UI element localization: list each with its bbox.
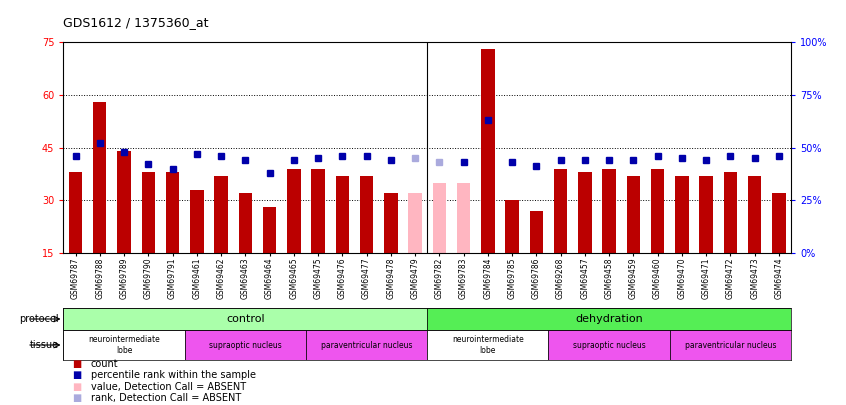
Text: paraventricular nucleus: paraventricular nucleus	[684, 341, 776, 350]
Bar	[651, 168, 664, 253]
Bar	[184, 330, 306, 360]
Bar	[554, 168, 568, 253]
Text: tissue: tissue	[30, 340, 59, 350]
Text: ■: ■	[72, 393, 81, 403]
Bar	[311, 168, 325, 253]
Bar	[772, 193, 786, 253]
Bar	[214, 176, 228, 253]
Bar	[190, 190, 204, 253]
Bar	[530, 211, 543, 253]
Bar	[723, 172, 737, 253]
Bar	[427, 330, 548, 360]
Bar	[748, 176, 761, 253]
Bar	[627, 176, 640, 253]
Bar	[481, 49, 495, 253]
Bar	[384, 193, 398, 253]
Bar	[670, 330, 791, 360]
Bar	[578, 172, 591, 253]
Bar	[69, 172, 82, 253]
Bar	[336, 176, 349, 253]
Text: ■: ■	[72, 382, 81, 392]
Text: percentile rank within the sample: percentile rank within the sample	[91, 371, 255, 380]
Bar	[432, 183, 446, 253]
Bar	[427, 308, 791, 330]
Text: value, Detection Call = ABSENT: value, Detection Call = ABSENT	[91, 382, 245, 392]
Bar	[93, 102, 107, 253]
Text: paraventricular nucleus: paraventricular nucleus	[321, 341, 412, 350]
Bar	[457, 183, 470, 253]
Text: GDS1612 / 1375360_at: GDS1612 / 1375360_at	[63, 16, 209, 29]
Bar	[675, 176, 689, 253]
Bar	[505, 200, 519, 253]
Bar	[141, 172, 155, 253]
Bar	[63, 330, 184, 360]
Bar	[602, 168, 616, 253]
Text: ■: ■	[72, 371, 81, 380]
Text: rank, Detection Call = ABSENT: rank, Detection Call = ABSENT	[91, 393, 241, 403]
Text: supraoptic nucleus: supraoptic nucleus	[209, 341, 282, 350]
Bar	[306, 330, 427, 360]
Text: neurointermediate
lobe: neurointermediate lobe	[452, 335, 524, 355]
Bar	[287, 168, 300, 253]
Text: protocol: protocol	[19, 314, 59, 324]
Bar	[63, 308, 427, 330]
Text: neurointermediate
lobe: neurointermediate lobe	[88, 335, 160, 355]
Bar	[118, 151, 131, 253]
Bar	[409, 193, 422, 253]
Bar	[548, 330, 670, 360]
Bar	[360, 176, 373, 253]
Text: supraoptic nucleus: supraoptic nucleus	[573, 341, 645, 350]
Bar	[263, 207, 277, 253]
Text: ■: ■	[72, 359, 81, 369]
Text: control: control	[226, 314, 265, 324]
Text: dehydration: dehydration	[575, 314, 643, 324]
Bar	[700, 176, 713, 253]
Text: count: count	[91, 359, 118, 369]
Bar	[166, 172, 179, 253]
Bar	[239, 193, 252, 253]
